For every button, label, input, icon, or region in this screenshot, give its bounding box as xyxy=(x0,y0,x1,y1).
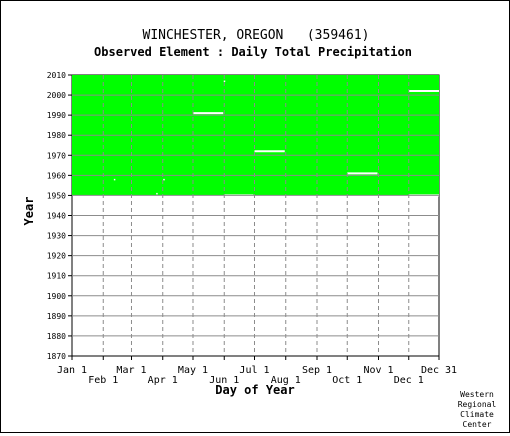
credit-line: Regional xyxy=(458,400,497,409)
y-tick-label: 1910 xyxy=(47,272,66,281)
x-tick-label: Nov 1 xyxy=(363,365,393,376)
x-axis-label: Day of Year xyxy=(215,383,294,397)
y-tick-label: 1940 xyxy=(47,212,66,221)
missing-data-point xyxy=(163,178,165,181)
y-tick-label: 1870 xyxy=(47,352,66,361)
x-tick-label: Sep 1 xyxy=(302,365,332,376)
x-tick-label: Dec 1 xyxy=(394,375,424,386)
missing-data-point xyxy=(156,192,158,195)
x-tick-label: Feb 1 xyxy=(88,375,118,386)
x-tick-label: Jan 1 xyxy=(57,365,87,376)
y-tick-label: 1980 xyxy=(47,131,66,140)
y-tick-label: 1950 xyxy=(47,191,66,200)
credit-line: Center xyxy=(463,420,492,429)
missing-data-point xyxy=(223,80,226,83)
y-tick-label: 1920 xyxy=(47,252,66,261)
x-tick-label: Jun 1 xyxy=(209,375,239,386)
missing-data-point xyxy=(113,178,116,181)
credit-line: Climate xyxy=(460,410,494,419)
chart-subtitle: Observed Element : Daily Total Precipita… xyxy=(94,45,412,59)
y-tick-label: 1900 xyxy=(47,292,66,301)
x-tick-label: Oct 1 xyxy=(332,375,362,386)
y-tick-label: 1890 xyxy=(47,312,66,321)
chart-title: WINCHESTER, OREGON (359461) xyxy=(143,28,370,43)
y-tick-label: 1930 xyxy=(47,232,66,241)
y-tick-label: 2000 xyxy=(47,91,66,100)
y-axis-label: Year xyxy=(22,197,36,226)
y-tick-label: 1990 xyxy=(47,111,66,120)
x-tick-label: Jul 1 xyxy=(239,365,269,376)
x-tick-label: Mar 1 xyxy=(116,365,146,376)
x-tick-label: Dec 31 xyxy=(421,365,457,376)
x-tick-label: Apr 1 xyxy=(148,375,178,386)
x-tick-label: Aug 1 xyxy=(271,375,301,386)
y-tick-label: 1970 xyxy=(47,151,66,160)
y-tick-label: 2010 xyxy=(47,71,66,80)
y-tick-label: 1880 xyxy=(47,332,66,341)
y-tick-label: 1960 xyxy=(47,171,66,180)
credit-line: Western xyxy=(460,390,494,399)
x-tick-label: May 1 xyxy=(178,365,208,376)
credit-block: Western Regional Climate Center xyxy=(458,390,497,429)
